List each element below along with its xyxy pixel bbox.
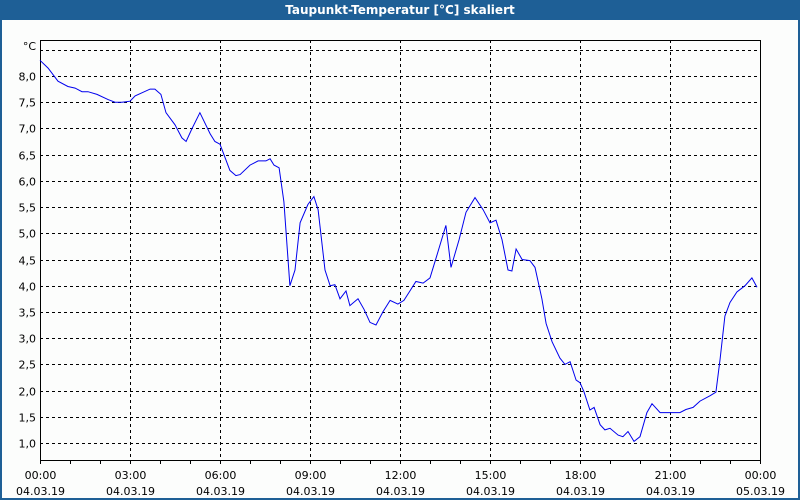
x-tick-date: 04.03.19	[196, 485, 245, 498]
y-tick-label: 5,5	[19, 202, 37, 215]
y-tick-label: 8,0	[19, 71, 37, 84]
x-tick-time: 12:00	[385, 469, 417, 482]
x-tick-date: 05.03.19	[736, 485, 785, 498]
x-tick-time: 03:00	[115, 469, 147, 482]
x-tick-date: 04.03.19	[466, 485, 515, 498]
y-tick-label: 6,5	[19, 150, 37, 163]
y-tick-label: 1,0	[19, 438, 37, 451]
window-title: Taupunkt-Temperatur [°C] skaliert	[0, 0, 800, 20]
x-tick-time: 00:00	[745, 469, 777, 482]
x-tick-date: 04.03.19	[376, 485, 425, 498]
x-tick-time: 18:00	[565, 469, 597, 482]
y-tick-label: 7,5	[19, 97, 37, 110]
y-tick-label: 3,5	[19, 307, 37, 320]
y-tick-label: 4,5	[19, 255, 37, 268]
x-tick-time: 21:00	[655, 469, 687, 482]
y-tick-label: 3,0	[19, 333, 37, 346]
series-line-taupunkt	[39, 59, 758, 443]
y-tick-label: 2,0	[19, 386, 37, 399]
y-tick-label: 2,5	[19, 359, 37, 372]
y-tick-label: 5,0	[19, 228, 37, 241]
x-tick-date: 04.03.19	[646, 485, 695, 498]
x-tick-time: 06:00	[205, 469, 237, 482]
x-tick-time: 00:00	[25, 469, 57, 482]
y-tick-label: 7,0	[19, 123, 37, 136]
x-tick-time: 15:00	[475, 469, 507, 482]
y-tick-label: 1,5	[19, 412, 37, 425]
x-tick-date: 04.03.19	[16, 485, 65, 498]
y-axis-unit: °C	[23, 40, 37, 53]
plot-frame	[40, 40, 761, 461]
x-tick-date: 04.03.19	[106, 485, 155, 498]
x-tick-time: 09:00	[295, 469, 327, 482]
y-tick-label: 4,0	[19, 281, 37, 294]
x-tick-date: 04.03.19	[556, 485, 605, 498]
x-tick-date: 04.03.19	[286, 485, 335, 498]
y-tick-label: 6,0	[19, 176, 37, 189]
